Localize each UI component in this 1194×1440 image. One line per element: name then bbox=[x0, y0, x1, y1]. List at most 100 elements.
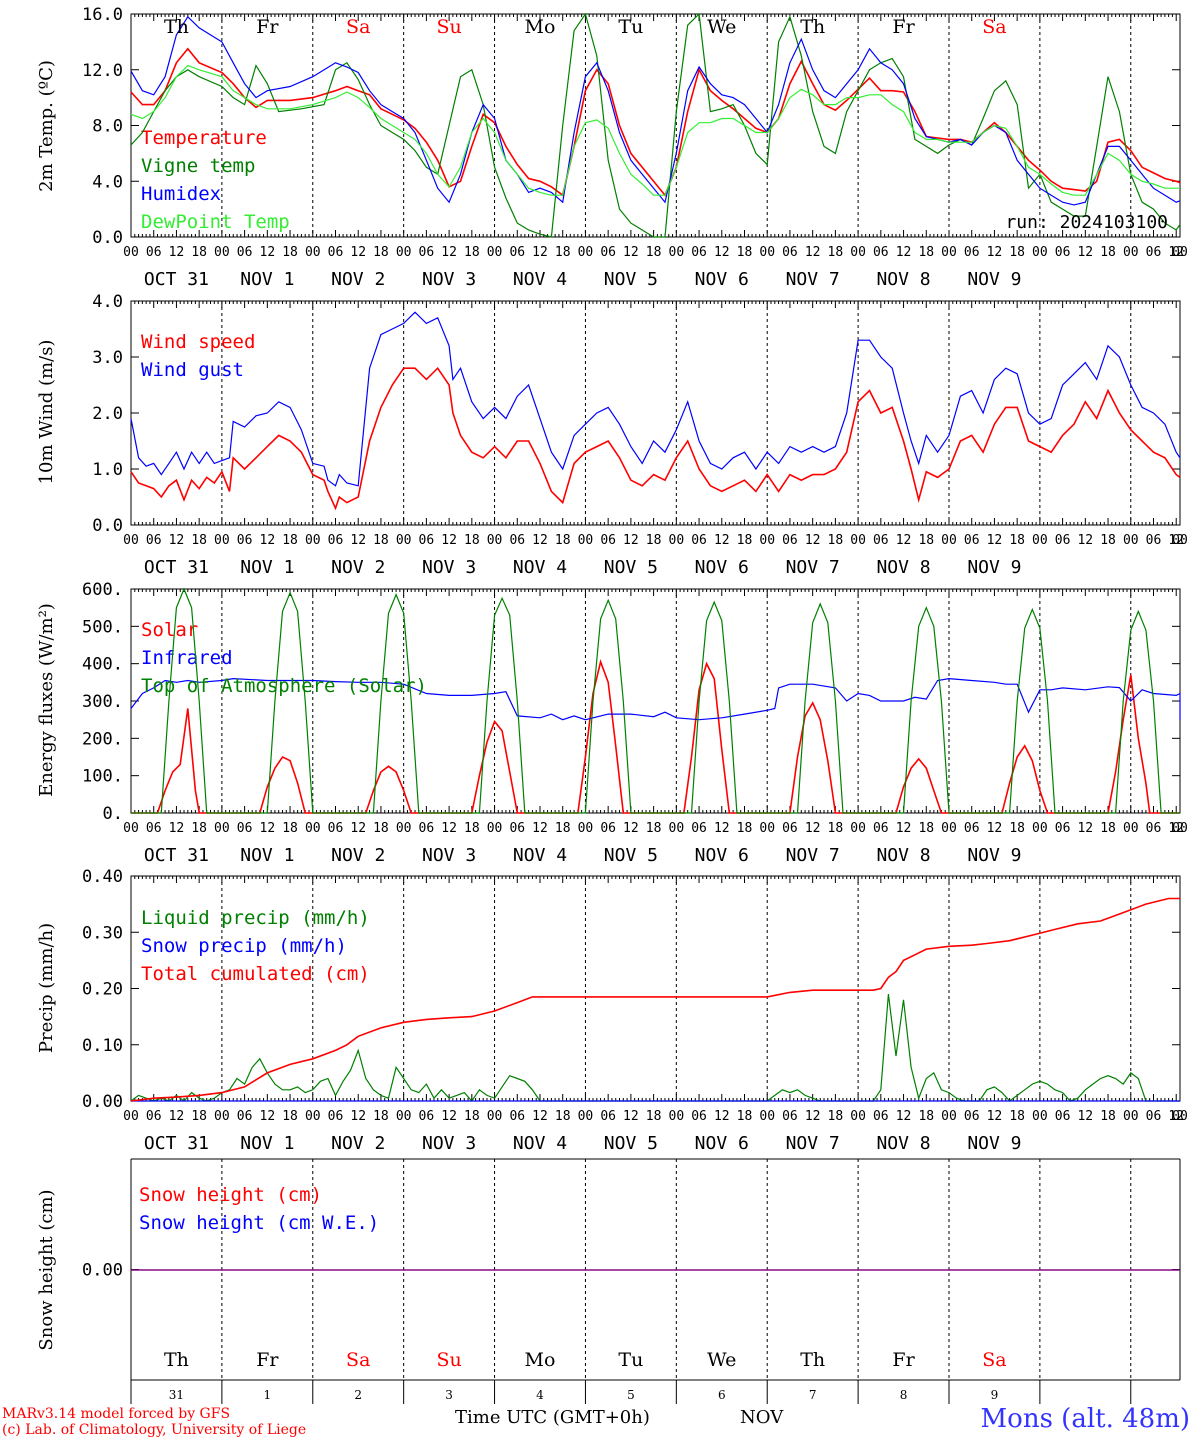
hour-tick-label: 00 bbox=[487, 245, 503, 260]
hour-tick-label: 00 bbox=[1032, 821, 1048, 836]
date-label: NOV 5 bbox=[604, 269, 658, 290]
weekday-label: Tu bbox=[618, 1349, 643, 1371]
y-tick-label: 200. bbox=[82, 729, 123, 749]
weekday-label: Fr bbox=[892, 1349, 915, 1371]
hour-tick-label: 00 bbox=[850, 1109, 866, 1124]
hour-tick-label: 12 bbox=[896, 821, 912, 836]
weekday-label: Fr bbox=[256, 16, 279, 38]
hour-tick-label: 06 bbox=[509, 245, 525, 260]
hour-tick-label: 12 bbox=[1168, 533, 1184, 548]
weekday-label: Th bbox=[164, 16, 189, 38]
day-number: 9 bbox=[991, 1388, 999, 1402]
hour-tick-label: 18 bbox=[191, 1109, 207, 1124]
hour-tick-label: 00 bbox=[1032, 245, 1048, 260]
date-label: NOV 9 bbox=[967, 1133, 1021, 1154]
panel-1: 00 06 12 18 00 06 12 18 00 06 12 18 00 06 12 18 00 06 12 18… bbox=[36, 5, 1188, 290]
series-line-3 bbox=[131, 587, 1180, 814]
panel-5: 0.00 Snow height (cm) Snow height (cm) Snow… bbox=[36, 1158, 1181, 1404]
day-number: 2 bbox=[354, 1388, 362, 1402]
credit-line-2: (c) Lab. of Climatology, University of L… bbox=[2, 1422, 306, 1438]
y-tick-label: 4.0 bbox=[92, 172, 123, 192]
hour-tick-label: 06 bbox=[1055, 821, 1071, 836]
hour-tick-label: 06 bbox=[782, 533, 798, 548]
series-line-3 bbox=[130, 15, 1181, 206]
date-label: NOV 1 bbox=[240, 557, 294, 578]
date-label: OCT 31 bbox=[144, 269, 209, 290]
date-label: NOV 5 bbox=[604, 557, 658, 578]
hour-tick-label: 18 bbox=[918, 1109, 934, 1124]
date-label: OCT 31 bbox=[144, 1133, 209, 1154]
weekday-label: Tu bbox=[618, 16, 643, 38]
hour-tick-label: 12 bbox=[987, 821, 1003, 836]
hour-tick-label: 06 bbox=[1146, 245, 1162, 260]
hour-tick-label: 06 bbox=[964, 533, 980, 548]
y-axis-label: Precip (mm/h) bbox=[36, 923, 57, 1053]
date-label: NOV 3 bbox=[422, 1133, 476, 1154]
hour-tick-label: 18 bbox=[464, 821, 480, 836]
date-label: NOV 3 bbox=[422, 557, 476, 578]
hour-tick-label: 18 bbox=[646, 533, 662, 548]
hour-tick-label: 18 bbox=[646, 1109, 662, 1124]
hour-tick-label: 06 bbox=[1146, 533, 1162, 548]
hour-tick-label: 12 bbox=[623, 821, 639, 836]
y-tick-label: 4.0 bbox=[92, 292, 123, 312]
hour-tick-label: 12 bbox=[1077, 1109, 1093, 1124]
hour-tick-label: 12 bbox=[987, 1109, 1003, 1124]
hour-tick-label: 18 bbox=[1009, 821, 1025, 836]
hour-tick-label: 18 bbox=[464, 1109, 480, 1124]
y-tick-label: 0. bbox=[103, 804, 123, 824]
hour-tick-label: 18 bbox=[828, 245, 844, 260]
hour-tick-label: 18 bbox=[737, 1109, 753, 1124]
hour-tick-label: 12 bbox=[350, 533, 366, 548]
hour-tick-label: 18 bbox=[373, 1109, 389, 1124]
hour-tick-label: 00 bbox=[759, 245, 775, 260]
hour-tick-label: 18 bbox=[828, 1109, 844, 1124]
hour-tick-label: 00 bbox=[396, 1109, 412, 1124]
weekday-label: Sa bbox=[346, 16, 370, 38]
legend-entry: Wind speed bbox=[141, 331, 255, 353]
hour-tick-label: 06 bbox=[600, 1109, 616, 1124]
hour-tick-label: 00 bbox=[578, 245, 594, 260]
hour-tick-label: 00 bbox=[305, 533, 321, 548]
hour-tick-label: 00 bbox=[1123, 821, 1139, 836]
hour-tick-label: 12 bbox=[350, 1109, 366, 1124]
series-line-2 bbox=[130, 311, 1181, 487]
weekday-label: Fr bbox=[892, 16, 915, 38]
weekday-label: We bbox=[707, 16, 736, 38]
legend-entry: Snow precip (mm/h) bbox=[141, 935, 347, 957]
date-label: NOV 9 bbox=[967, 557, 1021, 578]
day-number: 5 bbox=[627, 1388, 635, 1402]
legend-entry: Humidex bbox=[141, 183, 221, 205]
date-label: NOV 7 bbox=[786, 269, 840, 290]
hour-tick-label: 12 bbox=[896, 1109, 912, 1124]
y-tick-label: 0.30 bbox=[82, 923, 123, 943]
hour-tick-label: 18 bbox=[1100, 1109, 1116, 1124]
hour-tick-label: 00 bbox=[1172, 821, 1188, 836]
day-number: 31 bbox=[169, 1388, 184, 1402]
date-label: NOV 6 bbox=[695, 1133, 749, 1154]
hour-tick-label: 18 bbox=[737, 245, 753, 260]
hour-tick-label: 12 bbox=[623, 533, 639, 548]
hour-tick-label: 00 bbox=[669, 821, 685, 836]
hour-tick-label: 00 bbox=[396, 245, 412, 260]
y-tick-label: 0.00 bbox=[82, 1092, 123, 1112]
day-number: 8 bbox=[900, 1388, 908, 1402]
date-label: NOV 9 bbox=[967, 269, 1021, 290]
hour-tick-label: 18 bbox=[555, 533, 571, 548]
hour-tick-label: 12 bbox=[350, 245, 366, 260]
hour-tick-label: 06 bbox=[328, 533, 344, 548]
hour-tick-label: 06 bbox=[1055, 1109, 1071, 1124]
series-line-1 bbox=[130, 366, 1181, 511]
series-line-2 bbox=[130, 12, 1181, 238]
hour-tick-label: 06 bbox=[873, 821, 889, 836]
hour-tick-label: 00 bbox=[1172, 533, 1188, 548]
hour-tick-label: 12 bbox=[260, 821, 276, 836]
date-label: NOV 7 bbox=[786, 557, 840, 578]
hour-tick-label: 06 bbox=[691, 1109, 707, 1124]
hour-tick-label: 06 bbox=[964, 245, 980, 260]
legend-entry: Top of Atmosphere (Solar) bbox=[141, 675, 427, 697]
hour-tick-label: 06 bbox=[873, 1109, 889, 1124]
legend-entry: Snow height (cm W.E.) bbox=[139, 1212, 379, 1234]
hour-tick-label: 18 bbox=[828, 533, 844, 548]
series-line-3 bbox=[130, 897, 1180, 1102]
